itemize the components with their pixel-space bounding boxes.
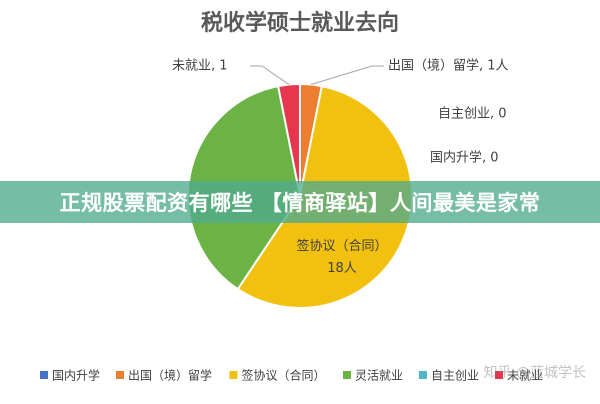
data-label: 签协议（合同） 18人 — [296, 238, 387, 276]
legend-swatch — [495, 371, 503, 379]
legend-swatch — [343, 371, 351, 379]
legend-swatch — [229, 371, 238, 379]
legend-swatch — [116, 371, 124, 379]
data-label: 自主创业, 0 — [438, 107, 507, 122]
legend-label: 出国（境）留学 — [128, 368, 212, 383]
watermark: 知乎 @蓝城学长 — [483, 365, 586, 381]
label-leader-lines — [250, 65, 384, 86]
legend-swatch — [40, 371, 48, 379]
overlay-banner: 正规股票配资有哪些 【情商驿站】人间最美是家常 — [0, 181, 600, 223]
data-label: 未就业, 1 — [172, 59, 228, 74]
legend-label: 灵活就业 — [355, 369, 403, 383]
legend-label: 签协议（合同） — [242, 368, 326, 383]
pie-slice — [276, 82, 301, 197]
data-label: 出国（境）留学, 1人 — [388, 58, 509, 74]
legend-label: 国内升学 — [52, 368, 100, 383]
leader-line — [250, 65, 290, 85]
legend-swatch — [419, 371, 427, 379]
legend-label: 自主创业 — [431, 369, 479, 383]
legend: 国内升学 出国（境）留学 签协议（合同） 灵活就业 自主创业 未就业 — [40, 368, 543, 383]
chart-title: 税收学硕士就业去向 — [201, 10, 399, 36]
banner-text: 正规股票配资有哪些 【情商驿站】人间最美是家常 — [59, 191, 541, 215]
data-label: 国内升学, 0 — [430, 150, 499, 166]
leader-line — [310, 65, 384, 86]
legend-label: 未就业 — [507, 369, 543, 383]
